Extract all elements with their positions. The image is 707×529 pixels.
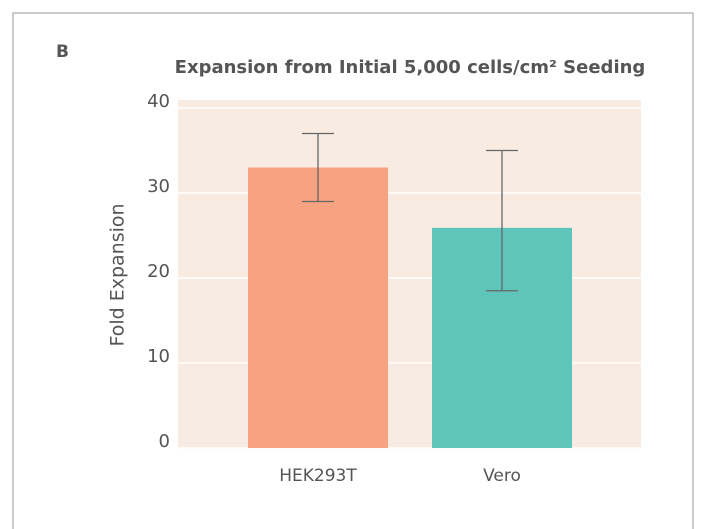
y-tick-label: 20 <box>147 261 170 282</box>
chart-title: Expansion from Initial 5,000 cells/cm² S… <box>175 57 646 78</box>
y-tick-label: 40 <box>147 91 170 112</box>
panel-label: B <box>56 42 69 62</box>
x-tick-label: Vero <box>483 466 521 486</box>
y-axis-label: Fold Expansion <box>107 203 129 346</box>
y-tick-label: 30 <box>147 176 170 197</box>
bar <box>248 167 388 448</box>
frame <box>12 12 694 529</box>
y-tick-label: 10 <box>147 346 170 367</box>
y-tick-label: 0 <box>159 431 170 452</box>
x-tick-label: HEK293T <box>279 466 357 486</box>
